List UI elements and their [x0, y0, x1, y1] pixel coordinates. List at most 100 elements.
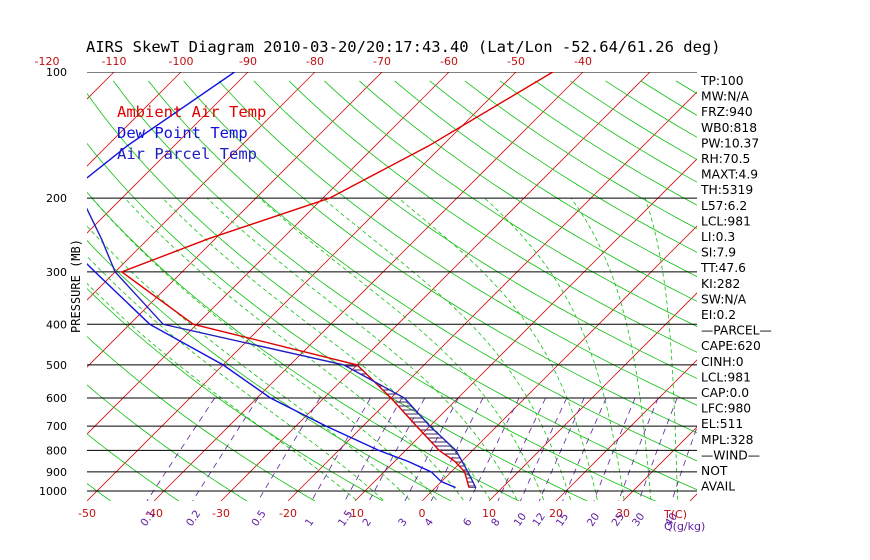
dry-adiabat-line	[429, 80, 697, 253]
stat-line: L57:6.2	[701, 199, 747, 213]
series-dew-point-temp	[87, 72, 456, 489]
legend-entry: Ambient Air Temp	[117, 103, 266, 121]
dry-adiabat-line	[394, 80, 697, 278]
dry-adiabat-line	[324, 80, 697, 327]
dry-adiabat-line	[464, 80, 697, 230]
bottom-temp-tick-label: -40	[145, 507, 163, 520]
top-temp-tick-labels: -120 -110 -100 -90 -80 -70 -60 -50 -40	[35, 55, 592, 68]
moist-adiabat-line	[484, 197, 625, 500]
mixing-ratio-line	[562, 397, 607, 501]
mixing-ratio-line	[593, 397, 636, 501]
isotherm-line	[87, 72, 450, 435]
stat-line: NOT	[701, 464, 728, 478]
bottom-temp-tick-label: -30	[212, 507, 230, 520]
stat-line: EI:0.2	[701, 308, 736, 322]
isotherm-line	[87, 72, 182, 167]
isotherm-line	[0, 72, 47, 501]
pressure-tick-label: 500	[46, 359, 67, 372]
mixing-ratio-line	[671, 426, 697, 501]
stat-line: CINH:0	[701, 355, 744, 369]
dry-adiabat-line	[288, 80, 697, 353]
dry-adiabat-line	[87, 433, 180, 501]
mixing-ratio-label: 12	[530, 511, 548, 529]
pressure-tick-label: 700	[46, 420, 67, 433]
stat-line: RH:70.5	[701, 152, 750, 166]
moist-adiabat-line	[87, 282, 357, 501]
stat-line: PW:10.37	[701, 136, 759, 150]
stat-line: MW:N/A	[701, 90, 750, 104]
isotherm-line	[287, 91, 697, 501]
isotherm-line	[421, 225, 697, 501]
series-air-parcel-temp	[87, 207, 477, 488]
bottom-temp-tick-label: -10	[346, 507, 364, 520]
stat-line: CAPE:620	[701, 339, 761, 353]
stat-line: CAP:0.0	[701, 386, 749, 400]
dry-adiabat-line	[253, 80, 697, 379]
mixing-ratio-label: 30	[630, 511, 648, 529]
stat-line: LFC:980	[701, 402, 751, 416]
mixing-ratio-line	[257, 397, 321, 501]
isotherm-line	[824, 72, 870, 501]
bottom-temp-tick-label: -20	[279, 507, 297, 520]
mixing-ratio-line	[192, 397, 259, 501]
moist-adiabat-line	[87, 225, 410, 501]
top-temp-tick-label: -100	[169, 55, 194, 68]
stat-line: LI:0.3	[701, 230, 735, 244]
y-axis-label: PRESSURE (MB)	[69, 239, 83, 333]
stat-line: LCL:981	[701, 370, 751, 384]
dry-adiabat-line	[183, 80, 697, 434]
stat-line: LCL:981	[701, 214, 751, 228]
top-temp-tick-label: -50	[507, 55, 525, 68]
dry-adiabat-line	[499, 80, 697, 206]
stat-line: AVAIL	[701, 480, 735, 494]
stat-line: WB0:818	[701, 121, 757, 135]
stat-line: —WIND—	[701, 448, 760, 462]
stat-line: SW:N/A	[701, 292, 747, 306]
bottom-temp-tick-label: -50	[78, 507, 96, 520]
isotherm-line	[87, 72, 517, 501]
bottom-temp-tick-labels: -50 -40 -30 -20 -10 0 10 20 30	[78, 507, 630, 520]
plot-content	[0, 72, 870, 508]
top-temp-tick-label: -70	[373, 55, 391, 68]
dry-adiabat-line	[0, 81, 51, 508]
mixing-ratio-lines	[146, 397, 697, 501]
mixing-ratio-label: 0.2	[184, 508, 203, 529]
moist-adiabat-line	[322, 197, 571, 500]
mixing-ratio-line	[538, 397, 585, 501]
isotherm-lines	[0, 72, 870, 501]
pressure-tick-label: 1000	[39, 485, 67, 498]
series-line	[120, 72, 554, 488]
mixing-ratio-line	[638, 397, 678, 501]
stat-line: KI:282	[701, 277, 740, 291]
stat-line: EL:511	[701, 417, 743, 431]
bottom-temp-tick-label: 20	[549, 507, 563, 520]
isotherm-line	[87, 72, 115, 100]
moist-adiabat-line	[91, 197, 437, 501]
moist-adiabat-line	[570, 197, 652, 500]
legend-entry: Dew Point Temp	[117, 124, 248, 142]
moist-adiabat-line	[124, 197, 464, 501]
temp-unit-label: T(C)	[663, 508, 687, 521]
mixing-ratio-line	[430, 397, 484, 501]
moist-adiabat-line	[644, 197, 679, 500]
mixing-ratio-line	[617, 397, 659, 501]
mixing-ratio-label: 10	[512, 511, 530, 529]
top-temp-tick-label: -80	[306, 55, 324, 68]
mixing-ratio-label: 6	[461, 516, 475, 529]
mixing-ratio-line	[469, 397, 520, 501]
bottom-temp-tick-label: 30	[616, 507, 630, 520]
moist-adiabat-line	[398, 197, 598, 500]
isotherm-line	[153, 72, 584, 501]
legend-entry: Air Parcel Temp	[117, 145, 257, 163]
pressure-tick-label: 100	[46, 66, 67, 79]
bottom-temp-tick-label: 10	[482, 507, 496, 520]
isotherm-line	[87, 72, 383, 368]
mixing-ratio-line	[311, 397, 371, 501]
mixing-ratio-label: 1	[303, 516, 317, 528]
moist-adiabat-line	[206, 197, 518, 501]
mixing-ratio-label: 20	[585, 511, 603, 529]
pressure-tick-label: 600	[46, 392, 67, 405]
isotherm-line	[488, 292, 697, 501]
moist-adiabat-line	[162, 197, 491, 501]
